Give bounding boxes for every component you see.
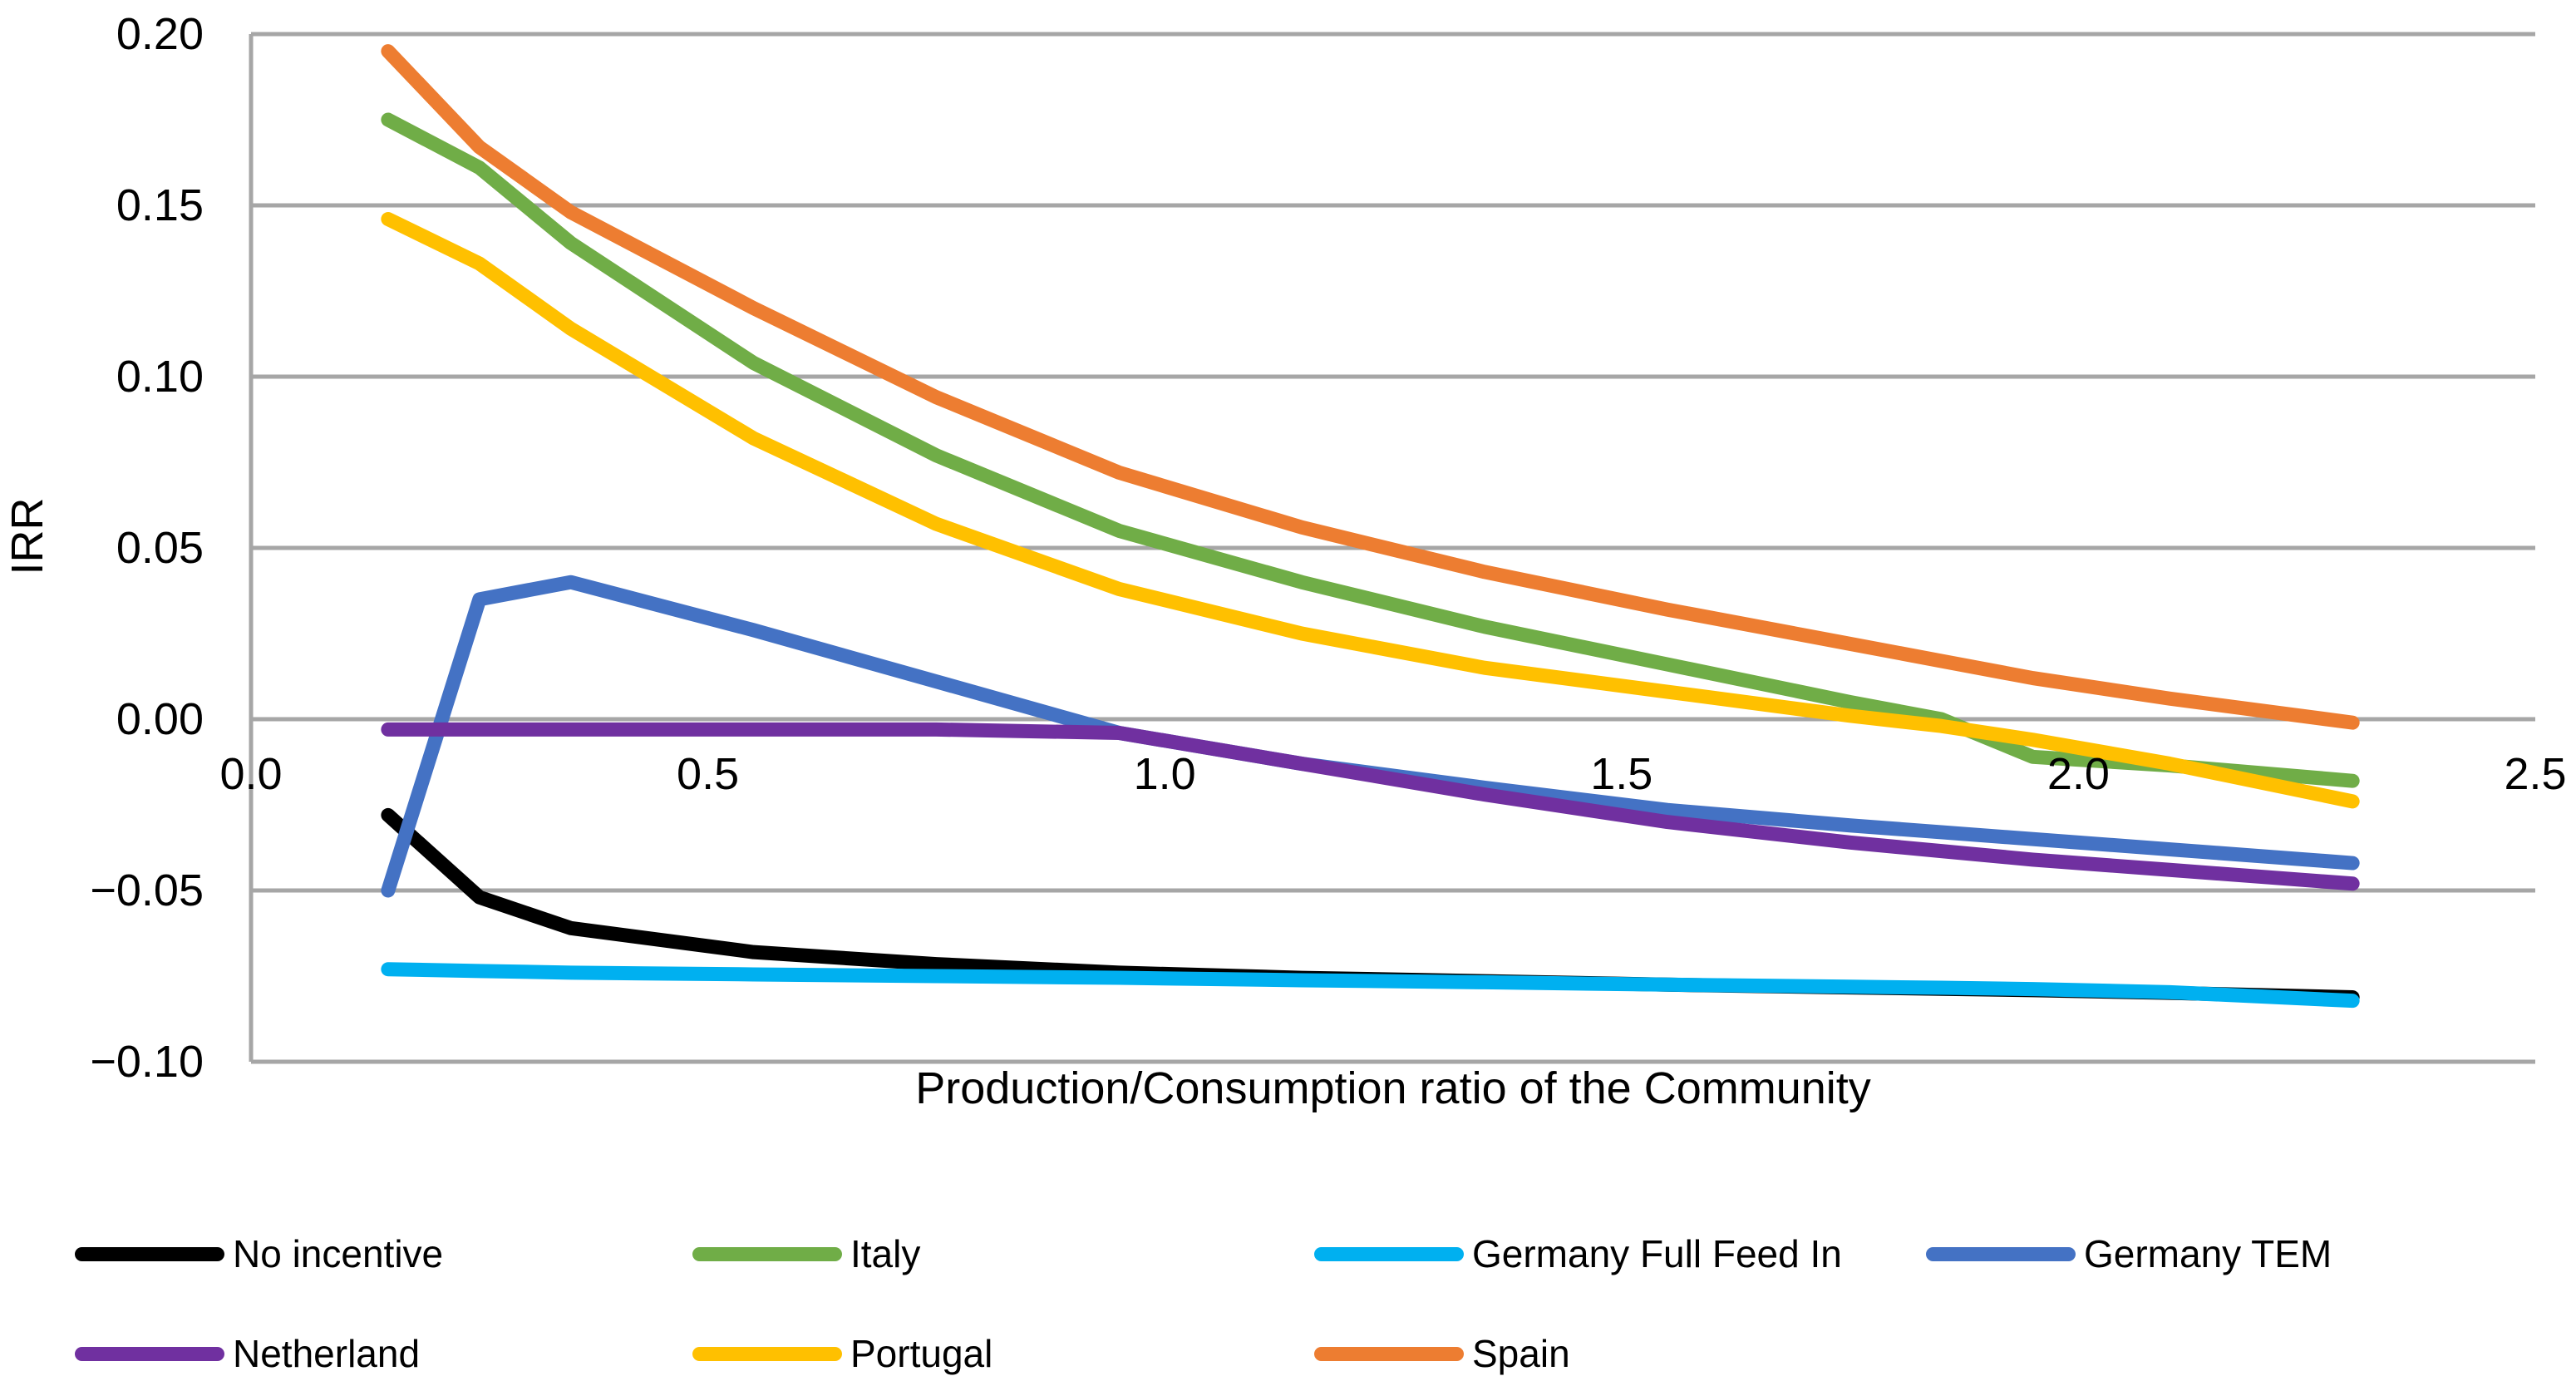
y-tick-label: 0.15 [116,180,204,230]
x-tick-label: 0.0 [219,749,283,799]
y-tick-label: −0.10 [90,1037,204,1087]
legend-swatch-germany-tem [1926,1246,2076,1261]
y-axis-title: IRR [2,497,52,575]
legend-swatch-italy [692,1246,842,1261]
legend-item-italy: Italy [692,1229,920,1279]
legend-item-germany-tem: Germany TEM [1926,1229,2332,1279]
gridlines [249,32,2535,1064]
x-tick-label: 0.5 [677,749,740,799]
y-tick-label: 0.05 [116,523,204,573]
legend-label: Italy [850,1232,921,1275]
legend-label: Germany TEM [2084,1232,2332,1275]
legend-item-no-incentive: No incentive [75,1229,443,1279]
legend-item-spain: Spain [1314,1329,1570,1379]
legend-label: No incentive [233,1232,444,1275]
x-tick-label: 2.0 [2047,749,2110,799]
series-lines [381,44,2360,1009]
y-tick-label: 0.20 [116,9,204,59]
series-line-netherland [381,722,2360,891]
legend-swatch-netherland [75,1346,224,1361]
legend-label: Netherland [233,1332,421,1375]
legend-item-portugal: Portugal [692,1329,992,1379]
legend-swatch-spain [1314,1346,1464,1361]
legend-swatch-germany-full-feed-in [1314,1246,1464,1261]
x-tick-label: 1.5 [1590,749,1653,799]
legend-item-netherland: Netherland [75,1329,420,1379]
series-line-portugal [381,211,2360,809]
y-tick-label: 0.00 [116,694,204,744]
x-tick-label: 2.5 [2504,749,2567,799]
legend-swatch-portugal [692,1346,842,1361]
legend-swatch-no-incentive [75,1246,224,1261]
series-line-germany-full-feed-in [381,962,2360,1009]
legend-label: Portugal [850,1332,993,1375]
y-tick-label: 0.10 [116,352,204,402]
x-tick-label: 1.0 [1133,749,1196,799]
y-tick-label: −0.05 [90,866,204,915]
legend-item-germany-full-feed-in: Germany Full Feed In [1314,1229,1842,1279]
series-line-italy [381,112,2360,788]
legend-label: Spain [1472,1332,1570,1375]
x-axis-title: Production/Consumption ratio of the Comm… [915,1063,1871,1113]
legend-label: Germany Full Feed In [1472,1232,1842,1275]
series-line-spain [381,44,2360,730]
